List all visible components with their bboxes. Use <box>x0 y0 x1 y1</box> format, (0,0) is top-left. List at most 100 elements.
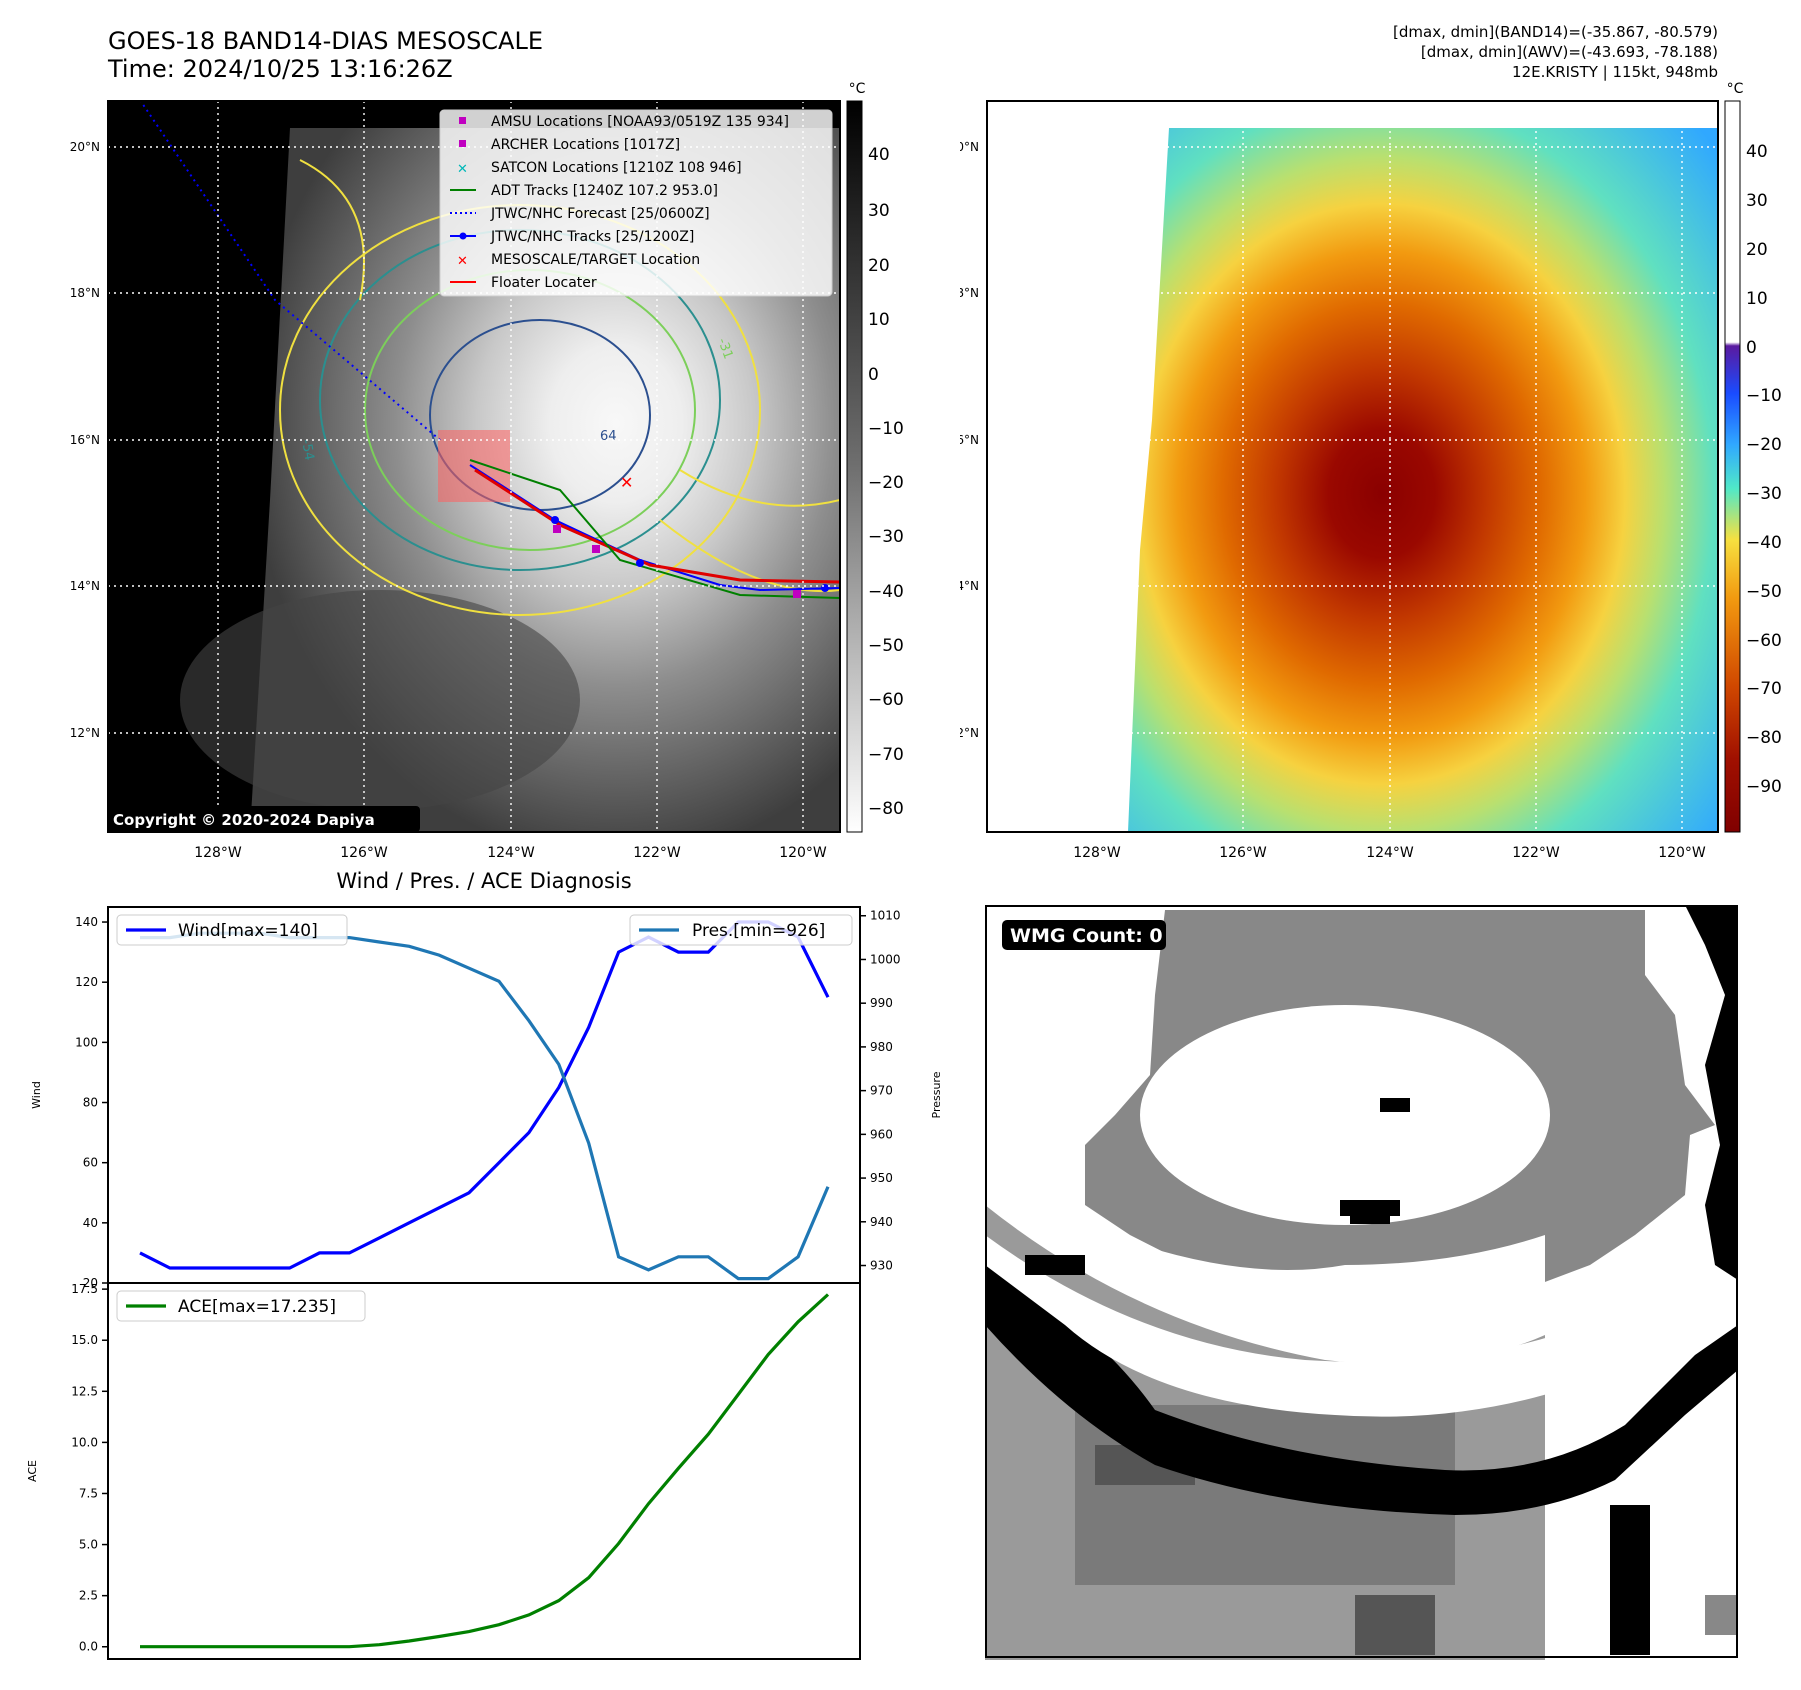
ace-series-line <box>140 1293 830 1649</box>
awv-lon-128: 128°W <box>1073 845 1121 861</box>
ace-tick-10: 10.0 <box>71 1435 98 1449</box>
awv-cb-10: 10 <box>1746 289 1768 309</box>
pres-tick-980: 980 <box>870 1040 893 1054</box>
pres-tick-930: 930 <box>870 1259 893 1273</box>
wmg-panel: WMG Count: 0 <box>985 905 1738 1660</box>
wind-tick-20: 20 <box>83 1276 98 1290</box>
ir-lon-126: 126°W <box>340 845 388 861</box>
ir-cb-m50: −50 <box>868 636 904 656</box>
awv-lat-18: 18°N <box>960 286 979 300</box>
ir-lat-18: 18°N <box>70 286 100 300</box>
ace-tick-5: 5.0 <box>79 1538 98 1552</box>
legend-forecast: JTWC/NHC Forecast [25/0600Z] <box>490 206 710 222</box>
pres-tick-950: 950 <box>870 1171 893 1185</box>
ir-lon-122: 122°W <box>633 845 681 861</box>
legend-floater: Floater Locater <box>491 275 597 291</box>
awv-cb-30: 30 <box>1746 191 1768 211</box>
wind-tick-100: 100 <box>75 1035 98 1049</box>
ir-cb-m80: −80 <box>868 799 904 819</box>
awv-cb-m10: −10 <box>1746 386 1782 406</box>
pressure-legend <box>629 914 853 946</box>
ir-colorbar <box>846 100 863 833</box>
wind-legend <box>116 914 348 946</box>
awv-cb-m70: −70 <box>1746 679 1782 699</box>
contour-label-2: -54 <box>298 438 316 462</box>
awv-lat-14: 14°N <box>960 579 979 593</box>
target-marker: ✕ <box>620 473 633 492</box>
ir-cb-m30: −30 <box>868 527 904 547</box>
awv-lat-12: 12°N <box>960 726 979 740</box>
ir-lat-20: 20°N <box>70 140 100 154</box>
pres-tick-960: 960 <box>870 1127 893 1141</box>
legend-target: MESOSCALE/TARGET Location <box>491 252 700 268</box>
pres-tick-990: 990 <box>870 996 893 1010</box>
legend-amsu-icon <box>459 117 466 124</box>
ir-lon-124: 124°W <box>487 845 535 861</box>
ir-lon-120: 120°W <box>779 845 827 861</box>
legend-amsu: AMSU Locations [NOAA93/0519Z 135 934] <box>491 114 789 130</box>
title-line-2: Time: 2024/10/25 13:16:26Z <box>108 55 453 83</box>
ir-cb-0: 0 <box>868 365 879 385</box>
contour-label-1: -31 <box>714 336 735 361</box>
awv-colorbar <box>1724 100 1741 833</box>
ir-legend: AMSU Locations [NOAA93/0519Z 135 934] AR… <box>439 109 833 297</box>
info-storm: 12E.KRISTY | 115kt, 948mb <box>1512 63 1718 81</box>
awv-cb-m30: −30 <box>1746 484 1782 504</box>
awv-cb-20: 20 <box>1746 240 1768 260</box>
awv-cb-m40: −40 <box>1746 533 1782 553</box>
ace-axis-label: ACE <box>26 1460 39 1482</box>
awv-cb-m80: −80 <box>1746 728 1782 748</box>
ace-tick-2-5: 2.5 <box>79 1589 98 1603</box>
awv-graticule <box>987 101 1718 832</box>
pres-tick-970: 970 <box>870 1084 893 1098</box>
ace-tick-7-5: 7.5 <box>79 1486 98 1500</box>
ir-lat-12: 12°N <box>70 726 100 740</box>
awv-imagery <box>1128 128 1718 832</box>
legend-archer-icon <box>459 140 466 147</box>
info-block: [dmax, dmin](BAND14)=(-35.867, -80.579) … <box>1393 22 1718 82</box>
legend-satcon-icon: ✕ <box>457 162 468 177</box>
ace-tick-0: 0.0 <box>79 1640 98 1654</box>
floater-box <box>438 430 510 502</box>
wmg-badge-text: WMG Count: 0 <box>1010 925 1163 947</box>
legend-tracks: JTWC/NHC Tracks [25/1200Z] <box>490 229 694 245</box>
ir-cb-m70: −70 <box>868 745 904 765</box>
wind-tick-120: 120 <box>75 975 98 989</box>
ir-cb-m40: −40 <box>868 582 904 602</box>
ace-tick-12-5: 12.5 <box>71 1384 98 1398</box>
pressure-axis-label: Pressure <box>930 1071 943 1118</box>
awv-lon-120: 120°W <box>1658 845 1706 861</box>
ir-cb-m20: −20 <box>868 473 904 493</box>
figure-title: GOES-18 BAND14-DIAS MESOSCALE Time: 2024… <box>108 27 543 83</box>
awv-cb-40: 40 <box>1746 142 1768 162</box>
awv-lon-126: 126°W <box>1219 845 1267 861</box>
pres-tick-1000: 1000 <box>870 952 901 966</box>
ace-legend-label: ACE[max=17.235] <box>178 1297 336 1317</box>
wind-tick-60: 60 <box>83 1156 98 1170</box>
ir-lat-16: 16°N <box>70 433 100 447</box>
wind-tick-40: 40 <box>83 1216 98 1230</box>
awv-cb-0: 0 <box>1746 338 1757 358</box>
pres-tick-1010: 1010 <box>870 909 901 923</box>
ir-lon-128: 128°W <box>194 845 242 861</box>
legend-archer: ARCHER Locations [1017Z] <box>491 137 680 153</box>
title-line-1: GOES-18 BAND14-DIAS MESOSCALE <box>108 27 544 55</box>
pres-tick-940: 940 <box>870 1215 893 1229</box>
ir-lat-14: 14°N <box>70 579 100 593</box>
awv-cb-m90: −90 <box>1746 777 1782 797</box>
adt-track <box>469 459 840 599</box>
ir-cb-m60: −60 <box>868 690 904 710</box>
ace-frame <box>107 1282 861 1660</box>
ir-cb-40: 40 <box>868 145 890 165</box>
info-band14: [dmax, dmin](BAND14)=(-35.867, -80.579) <box>1393 23 1718 41</box>
awv-colorbar-unit: °C <box>1727 81 1744 97</box>
ir-cb-10: 10 <box>868 310 890 330</box>
ir-cb-20: 20 <box>868 256 890 276</box>
ir-colorbar-unit: °C <box>849 81 866 97</box>
diagnosis-chart: Wind / Pres. / ACE Diagnosis Wind Pressu… <box>26 869 943 1660</box>
legend-target-icon: ✕ <box>457 254 468 269</box>
wmg-badge <box>1002 920 1166 950</box>
diag-title: Wind / Pres. / ACE Diagnosis <box>336 869 631 893</box>
awv-cb-m20: −20 <box>1746 435 1782 455</box>
wind-axis-label: Wind <box>30 1081 43 1109</box>
